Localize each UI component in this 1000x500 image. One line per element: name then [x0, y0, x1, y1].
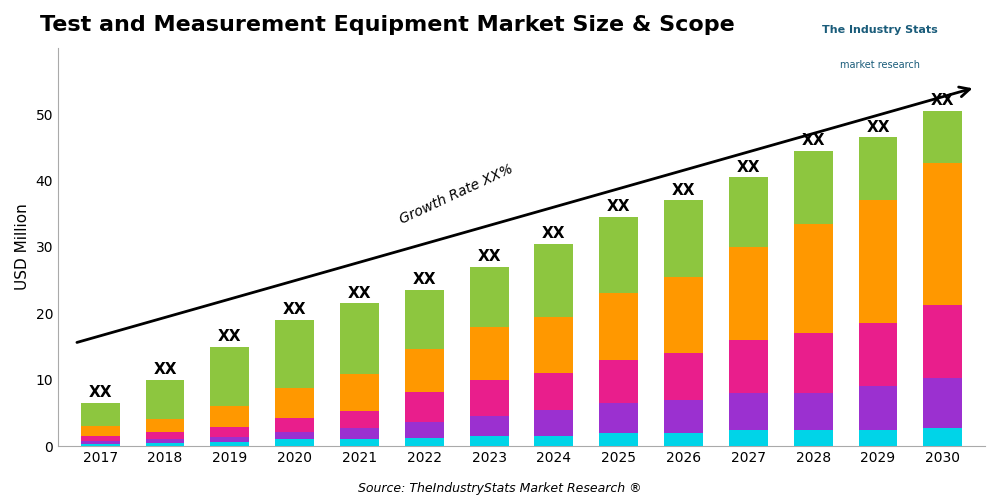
Bar	[923, 428, 962, 446]
Text: XX: XX	[413, 272, 436, 287]
Bar	[81, 442, 120, 444]
Bar	[534, 373, 573, 410]
Bar	[210, 406, 249, 427]
Bar	[599, 360, 638, 403]
Text: Test and Measurement Equipment Market Size & Scope: Test and Measurement Equipment Market Si…	[40, 15, 734, 35]
Bar	[81, 436, 120, 442]
Bar	[405, 392, 444, 422]
Bar	[923, 162, 962, 306]
Bar	[210, 442, 249, 446]
Bar	[81, 426, 120, 436]
Bar	[859, 386, 897, 430]
Bar	[340, 411, 379, 428]
Bar	[146, 419, 184, 432]
Text: XX: XX	[931, 93, 955, 108]
Bar	[859, 200, 897, 324]
Bar	[534, 410, 573, 436]
Bar	[470, 326, 509, 380]
Bar	[859, 430, 897, 446]
Bar	[275, 320, 314, 388]
Bar	[81, 444, 120, 446]
Bar	[664, 353, 703, 400]
Bar	[210, 346, 249, 406]
Bar	[405, 422, 444, 438]
Bar	[340, 428, 379, 440]
Bar	[729, 177, 768, 247]
Text: XX: XX	[607, 200, 631, 214]
Text: The Industry Stats: The Industry Stats	[822, 25, 938, 35]
Text: XX: XX	[672, 183, 695, 198]
Bar	[599, 217, 638, 294]
Text: XX: XX	[801, 133, 825, 148]
Bar	[794, 150, 833, 224]
Bar	[729, 340, 768, 393]
Bar	[470, 436, 509, 446]
Text: XX: XX	[477, 249, 501, 264]
Bar	[599, 433, 638, 446]
Bar	[470, 267, 509, 326]
Text: XX: XX	[348, 286, 371, 300]
Bar	[794, 430, 833, 446]
Bar	[470, 380, 509, 416]
Bar	[340, 374, 379, 411]
Bar	[664, 433, 703, 446]
Text: XX: XX	[88, 386, 112, 400]
Bar	[81, 403, 120, 426]
Bar	[340, 440, 379, 446]
Bar	[599, 403, 638, 433]
Text: Source: TheIndustryStats Market Research ®: Source: TheIndustryStats Market Research…	[358, 482, 642, 495]
Bar	[859, 138, 897, 200]
Text: XX: XX	[283, 302, 306, 318]
Text: XX: XX	[737, 160, 760, 174]
Bar	[275, 418, 314, 432]
Bar	[275, 440, 314, 446]
Bar	[534, 316, 573, 373]
Bar	[923, 378, 962, 428]
Bar	[470, 416, 509, 436]
Bar	[210, 437, 249, 442]
Bar	[729, 393, 768, 430]
Bar	[146, 432, 184, 439]
Bar	[146, 439, 184, 443]
Text: market research: market research	[840, 60, 920, 70]
Bar	[794, 224, 833, 333]
Bar	[923, 306, 962, 378]
Bar	[729, 247, 768, 340]
Bar	[210, 427, 249, 437]
Bar	[794, 333, 833, 393]
Bar	[923, 111, 962, 162]
Bar	[275, 432, 314, 440]
Bar	[146, 443, 184, 446]
Text: XX: XX	[542, 226, 566, 241]
Bar	[664, 200, 703, 277]
Bar	[146, 380, 184, 419]
Bar	[275, 388, 314, 418]
Bar	[405, 290, 444, 348]
Bar	[599, 294, 638, 360]
Text: Growth Rate XX%: Growth Rate XX%	[398, 162, 516, 226]
Text: XX: XX	[218, 329, 242, 344]
Bar	[859, 324, 897, 386]
Bar	[534, 436, 573, 446]
Bar	[664, 400, 703, 433]
Bar	[534, 244, 573, 316]
Text: XX: XX	[866, 120, 890, 134]
Bar	[405, 438, 444, 446]
Y-axis label: USD Million: USD Million	[15, 204, 30, 290]
Bar	[340, 304, 379, 374]
Bar	[794, 393, 833, 430]
Bar	[405, 348, 444, 392]
Bar	[729, 430, 768, 446]
Bar	[664, 277, 703, 353]
Text: XX: XX	[153, 362, 177, 377]
